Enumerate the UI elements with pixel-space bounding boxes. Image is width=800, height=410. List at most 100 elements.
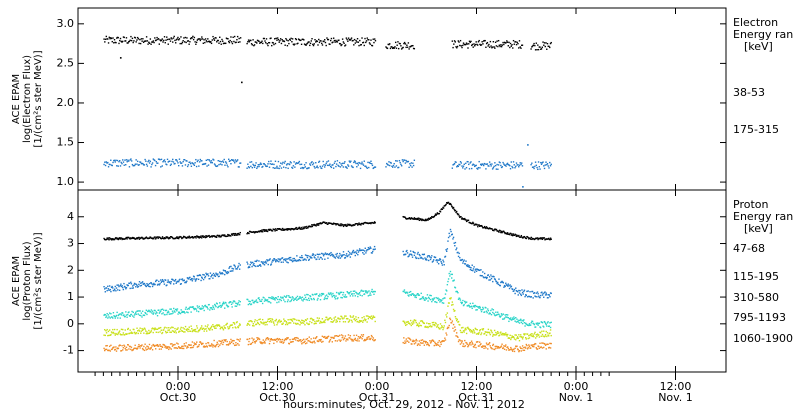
data-point [261, 166, 263, 168]
data-point [169, 313, 172, 315]
data-point [131, 287, 133, 289]
data-point [482, 328, 485, 330]
data-point [541, 162, 543, 164]
data-point [471, 264, 473, 266]
data-point [505, 344, 507, 346]
data-point [232, 234, 234, 236]
data-point [293, 337, 296, 340]
data-point [321, 165, 324, 167]
data-point [520, 318, 522, 321]
data-point [317, 223, 319, 225]
data-point [298, 319, 301, 322]
data-point [398, 42, 401, 45]
data-point [104, 314, 107, 316]
data-point [197, 278, 200, 281]
data-point [386, 163, 389, 166]
data-point [351, 340, 353, 342]
data-point [465, 264, 468, 266]
data-point [462, 260, 465, 263]
data-point [537, 161, 540, 163]
data-point [120, 283, 122, 285]
data-point [296, 162, 298, 164]
data-point [186, 280, 188, 282]
data-point [238, 304, 241, 306]
data-point [409, 293, 411, 296]
data-point [460, 45, 462, 47]
data-point [457, 251, 459, 254]
data-point [358, 44, 360, 47]
data-point [258, 297, 260, 299]
data-point [506, 346, 509, 348]
data-point [412, 47, 415, 50]
data-point [335, 41, 338, 43]
data-point [104, 348, 107, 351]
data-point [312, 163, 314, 166]
data-point [354, 319, 357, 322]
data-point [307, 41, 309, 43]
data-point [338, 165, 340, 167]
data-point [170, 37, 172, 39]
data-point [145, 160, 147, 162]
data-point [210, 325, 213, 328]
data-point [530, 322, 533, 324]
data-point [480, 310, 483, 313]
data-point [448, 302, 450, 304]
data-point [179, 312, 182, 315]
data-point [205, 328, 207, 330]
data-point [204, 41, 206, 44]
data-point [154, 313, 157, 315]
data-point [282, 40, 285, 42]
data-point [453, 163, 456, 165]
data-point [442, 327, 445, 329]
data-point [189, 344, 191, 346]
data-point [329, 39, 332, 42]
data-point [114, 237, 116, 240]
data-point [407, 294, 409, 296]
data-point [519, 319, 521, 322]
data-point [342, 338, 345, 341]
data-point [469, 330, 471, 332]
data-point [304, 254, 307, 256]
data-point [362, 41, 364, 44]
data-point [268, 338, 270, 340]
data-point [128, 236, 130, 239]
data-point [306, 167, 309, 170]
data-point [136, 347, 139, 349]
data-point [113, 159, 115, 162]
data-point [468, 40, 471, 43]
data-point [148, 329, 150, 332]
data-point [405, 250, 408, 253]
data-point [495, 228, 498, 231]
data-point [302, 167, 304, 170]
data-point [523, 333, 525, 335]
data-point [470, 340, 473, 342]
data-point [162, 312, 164, 314]
data-point [115, 287, 118, 289]
data-point [131, 37, 134, 40]
data-point [427, 219, 429, 221]
data-point [467, 345, 469, 348]
data-point [507, 347, 509, 350]
data-point [280, 42, 283, 45]
data-point [146, 40, 149, 42]
data-point [368, 166, 370, 169]
data-point [442, 261, 445, 263]
data-point [392, 46, 395, 49]
data-point [239, 162, 242, 164]
data-point [238, 166, 240, 168]
data-point [210, 161, 212, 164]
data-point [353, 318, 356, 320]
data-point [320, 256, 322, 259]
data-point [219, 340, 222, 343]
data-point [533, 343, 536, 346]
data-point [549, 165, 552, 167]
data-point [338, 39, 340, 41]
data-point [227, 326, 229, 328]
data-point [247, 41, 249, 43]
data-point [463, 331, 465, 333]
data-point [263, 228, 265, 231]
data-point [174, 162, 176, 165]
data-point [408, 295, 410, 297]
data-point [477, 41, 480, 43]
data-point [265, 165, 268, 168]
